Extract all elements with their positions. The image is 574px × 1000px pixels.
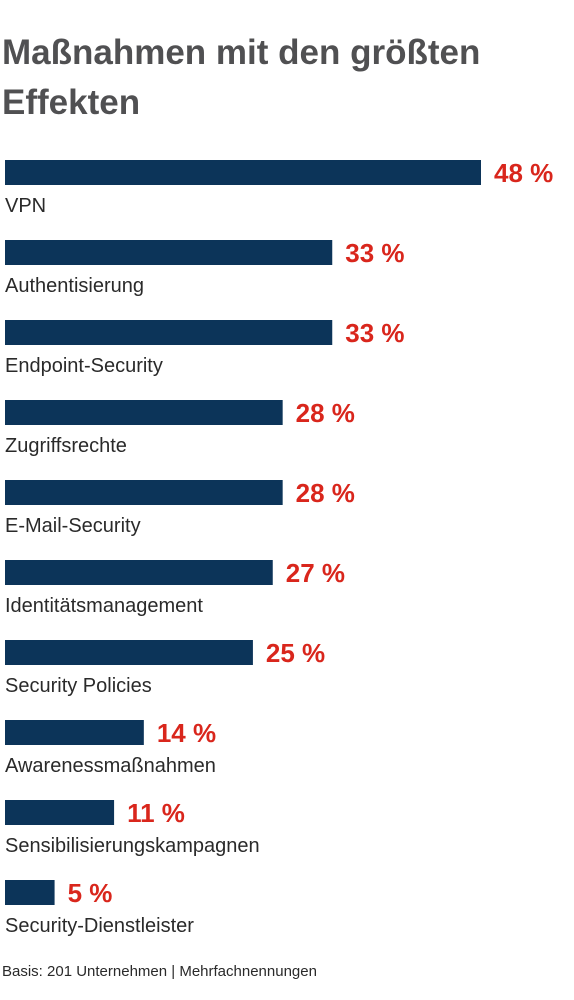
value-label: 27 % [286, 558, 345, 588]
bar [5, 640, 253, 665]
bar [5, 400, 283, 425]
value-label: 11 % [127, 798, 185, 828]
bar [5, 560, 273, 585]
bar [5, 800, 115, 825]
chart-title: Maßnahmen mit den größten Effekten [2, 33, 481, 122]
bar [5, 480, 283, 505]
value-label: 5 % [68, 878, 113, 908]
value-label: 25 % [266, 638, 325, 668]
category-label: Identitätsmanagement [5, 595, 203, 617]
value-label: 48 % [494, 158, 553, 188]
value-label: 33 % [345, 318, 404, 348]
value-label: 28 % [296, 398, 355, 428]
value-label: 14 % [157, 718, 216, 748]
category-label: Endpoint-Security [5, 355, 163, 377]
category-label: Authentisierung [5, 275, 144, 297]
bar [5, 880, 55, 905]
category-label: Security Policies [5, 675, 152, 697]
category-label: VPN [5, 195, 46, 217]
bar [5, 320, 333, 345]
value-label: 33 % [345, 238, 404, 268]
category-label: Zugriffsrechte [5, 435, 127, 457]
value-label: 28 % [296, 478, 355, 508]
category-label: Awarenessmaßnahmen [5, 755, 216, 777]
bar [5, 160, 481, 185]
category-label: E-Mail-Security [5, 515, 141, 537]
bar [5, 720, 144, 745]
category-label: Security-Dienstleister [5, 915, 194, 937]
category-label: Sensibilisierungskampagnen [5, 835, 260, 857]
footnote: Basis: 201 Unternehmen | Mehrfachnennung… [2, 963, 317, 980]
bar [5, 240, 333, 265]
